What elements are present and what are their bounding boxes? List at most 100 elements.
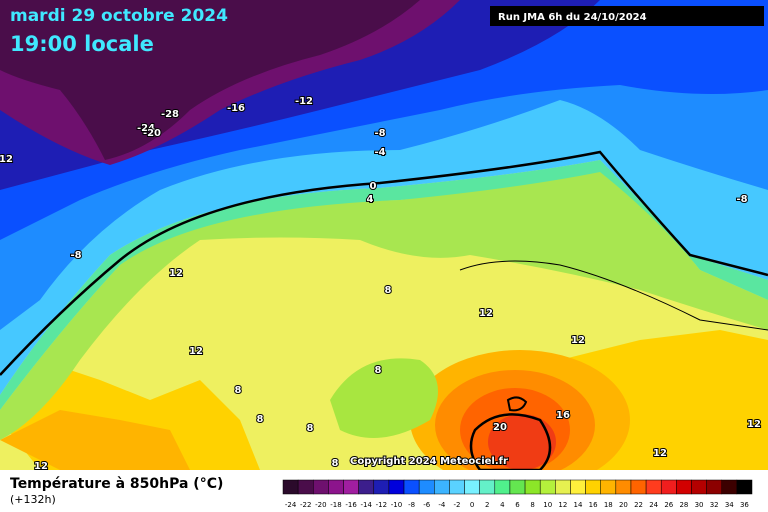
contour-label: 8 <box>375 365 382 376</box>
legend-label: -20 <box>315 501 326 509</box>
legend-swatch <box>373 479 390 495</box>
legend-label: 26 <box>664 501 673 509</box>
legend-swatch <box>418 479 435 495</box>
legend-swatch <box>282 479 299 495</box>
contour-label: -8 <box>736 194 747 205</box>
legend-label: 0 <box>470 501 474 509</box>
field-shape <box>488 414 556 470</box>
legend-swatch <box>343 479 359 495</box>
legend: -24 -22 -20 -18 -16 -14 -12 -10 -8 -6 -4 -2 0 2 4 6 8 10 1… <box>282 479 753 509</box>
contour-label: 12 <box>571 335 585 346</box>
legend-label: 36 <box>740 501 749 509</box>
legend-label: -18 <box>330 501 341 509</box>
legend-label: -12 <box>376 501 387 509</box>
legend-label: 8 <box>530 501 534 509</box>
contour-label: -8 <box>70 250 81 261</box>
legend-label: -10 <box>391 501 402 509</box>
legend-swatch <box>691 479 707 495</box>
legend-swatch <box>464 479 480 495</box>
legend-swatch <box>434 479 450 495</box>
map-layer <box>0 0 768 490</box>
legend-label: 12 <box>558 501 567 509</box>
legend-label: -2 <box>453 501 460 509</box>
contour-label: 12 <box>34 461 48 472</box>
contour-label: 8 <box>235 385 242 396</box>
field-shape <box>459 260 768 331</box>
legend-swatch <box>630 479 647 495</box>
legend-swatch <box>539 479 556 495</box>
contour-label: 12 <box>479 308 493 319</box>
legend-swatch <box>313 479 329 495</box>
contour-label: -8 <box>374 128 385 139</box>
contour-label: -28 <box>161 109 179 120</box>
legend-swatch <box>570 479 586 495</box>
contour-label: -16 <box>227 103 245 114</box>
copyright: Copyright 2024 Meteociel.fr <box>350 456 508 467</box>
contour-label: 8 <box>332 458 339 469</box>
field-shape <box>0 150 768 376</box>
footer-lead: (+132h) <box>10 493 56 506</box>
run-info: Run JMA 6h du 24/10/2024 <box>498 12 647 23</box>
contour-label: 12 <box>169 268 183 279</box>
contour-labels: -28 -16 -12 -24-20 12 -8 -4 0 4 -8 12 8 12 12 12 8 8 8 8 16… <box>0 95 762 473</box>
contour-label: 8 <box>307 423 314 434</box>
legend-swatch <box>645 479 662 495</box>
legend-label: 14 <box>574 501 583 509</box>
contour-label: 0 <box>370 181 377 192</box>
contour-label: -12 <box>295 96 313 107</box>
contour-label: -4 <box>374 147 385 158</box>
field-shape <box>0 160 768 410</box>
legend-swatch <box>449 479 465 495</box>
legend-label: 16 <box>589 501 598 509</box>
field-shape <box>469 413 552 472</box>
legend-label: 28 <box>679 501 688 509</box>
legend-label: -22 <box>300 501 311 509</box>
legend-swatch <box>479 479 496 495</box>
legend-label: 20 <box>619 501 628 509</box>
legend-swatch <box>585 479 601 495</box>
legend-swatch <box>615 479 632 495</box>
legend-label: 6 <box>515 501 520 509</box>
legend-label: -24 <box>285 501 297 509</box>
contour-label: 4 <box>367 194 374 205</box>
contour-label: 16 <box>556 410 570 421</box>
legend-label: -4 <box>438 501 446 509</box>
legend-swatch <box>555 479 571 495</box>
legend-label: 34 <box>725 501 734 509</box>
legend-swatch <box>660 479 677 495</box>
contour-label: 12 <box>189 346 203 357</box>
contour-label: 12 <box>653 448 667 459</box>
legend-label: -14 <box>360 501 372 509</box>
forecast-time: 19:00 locale <box>10 32 154 56</box>
legend-swatch <box>736 479 753 495</box>
contour-label: 8 <box>385 285 392 296</box>
legend-label: -6 <box>423 501 431 509</box>
field-shape <box>506 396 528 412</box>
run-box <box>490 6 764 26</box>
legend-label: -16 <box>345 501 357 509</box>
field-shape <box>0 410 190 470</box>
legend-swatch <box>600 479 617 495</box>
forecast-date: mardi 29 octobre 2024 <box>10 6 228 26</box>
legend-label: 24 <box>649 501 658 509</box>
contour-label: -20 <box>143 128 161 139</box>
legend-swatch <box>509 479 526 495</box>
field-shape <box>330 358 438 438</box>
legend-swatch <box>403 479 420 495</box>
legend-swatch <box>388 479 405 495</box>
legend-label: 32 <box>710 501 719 509</box>
legend-swatch <box>494 479 511 495</box>
legend-label: 30 <box>695 501 704 509</box>
contour-label: -24 <box>137 123 155 134</box>
legend-label: 22 <box>634 501 643 509</box>
contour-label: 8 <box>257 414 264 425</box>
field-shape <box>0 0 420 160</box>
legend-swatch <box>706 479 722 495</box>
contour-label: 12 <box>0 154 13 165</box>
legend-label: -8 <box>408 501 415 509</box>
legend-swatch <box>721 479 738 495</box>
legend-label: 18 <box>604 501 613 509</box>
